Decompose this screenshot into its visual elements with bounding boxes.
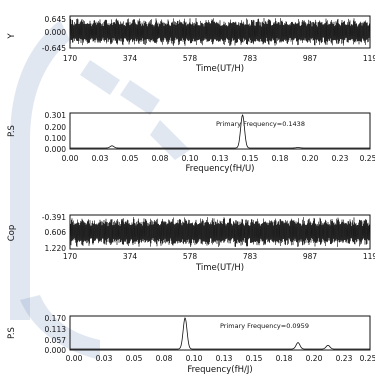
x-tick-label: 0.15 xyxy=(242,154,259,163)
series-line-1 xyxy=(69,18,371,46)
x-tick-label: 578 xyxy=(183,252,198,261)
y-tick-label: 1.220 xyxy=(45,244,67,253)
x-tick-label: 0.25 xyxy=(360,154,375,163)
x-tick-label: 374 xyxy=(123,252,138,261)
panel-power-spectrum-1: 0.301 0.200 0.100 0.000 P.S Primary Freq… xyxy=(7,111,375,174)
x-tick-label: 0.05 xyxy=(126,354,143,363)
spectrum-line-2 xyxy=(70,317,370,350)
x-tick-label: 987 xyxy=(303,54,318,63)
x-tick-label: 0.08 xyxy=(152,154,169,163)
spectrum-line-1 xyxy=(70,114,370,149)
x-axis-label: Frequency(fH/J) xyxy=(187,365,252,375)
x-tick-label: 0.13 xyxy=(212,154,229,163)
x-tick-label: 119 xyxy=(363,54,375,63)
x-tick-label: 0.20 xyxy=(302,154,319,163)
y-tick-label: 0.645 xyxy=(45,15,67,24)
primary-frequency-annotation: Primary Frequency=0.0959 xyxy=(220,322,309,330)
x-tick-label: 0.05 xyxy=(122,154,139,163)
x-tick-label: 0.13 xyxy=(216,354,233,363)
y-tick-label: 0.000 xyxy=(45,346,67,355)
x-tick-label: 578 xyxy=(183,54,198,63)
x-tick-label: 0.18 xyxy=(276,354,293,363)
panel-time-series-1: 0.645 0.000 -0.645 Y 170 374 578 783 987… xyxy=(7,15,375,74)
y-tick-label: 0.100 xyxy=(45,134,67,143)
x-tick-label: 987 xyxy=(303,252,318,261)
y-tick-label: 0.000 xyxy=(45,28,67,37)
y-tick-label: 0.606 xyxy=(45,228,67,237)
x-axis-ticks-3: 170 374 578 783 987 119 xyxy=(63,252,375,261)
x-tick-label: 170 xyxy=(63,54,78,63)
x-tick-label: 0.00 xyxy=(62,154,79,163)
x-tick-label: 0.03 xyxy=(92,154,109,163)
y-axis-label: P.S xyxy=(7,327,17,339)
panel-time-series-2: -0.391 0.606 1.220 Cop 170 374 578 783 9… xyxy=(7,213,375,273)
y-tick-label: 0.057 xyxy=(45,336,67,345)
plot-frame-2 xyxy=(69,112,371,150)
x-tick-label: 783 xyxy=(243,54,258,63)
x-tick-label: 0.25 xyxy=(360,354,375,363)
plot-frame-4 xyxy=(69,315,371,351)
x-axis-ticks-2: 0.00 0.03 0.05 0.08 0.10 0.13 0.15 0.18 … xyxy=(62,154,375,163)
x-tick-label: 783 xyxy=(243,252,258,261)
y-tick-label: 0.200 xyxy=(45,123,67,132)
x-tick-label: 0.20 xyxy=(306,354,323,363)
x-tick-label: 0.18 xyxy=(272,154,289,163)
y-tick-label: 0.170 xyxy=(45,314,67,323)
y-tick-label: -0.645 xyxy=(42,44,66,53)
y-tick-label: 0.113 xyxy=(45,325,67,334)
x-axis-ticks-1: 170 374 578 783 987 119 xyxy=(63,54,375,63)
x-tick-label: 170 xyxy=(63,252,78,261)
x-tick-label: 0.15 xyxy=(246,354,263,363)
x-axis-label: Frequency(fH/U) xyxy=(185,164,254,174)
plot-frame-1 xyxy=(69,15,371,49)
x-tick-label: 0.23 xyxy=(332,154,349,163)
y-tick-label: 0.000 xyxy=(45,145,67,154)
x-axis-ticks-4: 0.00 0.03 0.05 0.08 0.10 0.13 0.15 0.18 … xyxy=(66,354,375,363)
y-axis-label: Y xyxy=(7,33,17,40)
x-tick-label: 119 xyxy=(363,252,375,261)
x-tick-label: 0.03 xyxy=(96,354,113,363)
x-tick-label: 0.10 xyxy=(186,354,203,363)
y-tick-label: -0.391 xyxy=(42,213,66,222)
x-tick-label: 0.23 xyxy=(336,354,353,363)
y-axis-label: Cop xyxy=(7,225,17,242)
x-axis-label: Time(UT/H) xyxy=(195,64,244,74)
panel-power-spectrum-2: 0.170 0.113 0.057 0.000 P.S Primary Freq… xyxy=(7,314,375,375)
y-tick-label: 0.301 xyxy=(45,111,67,120)
x-tick-label: 0.08 xyxy=(156,354,173,363)
x-tick-label: 0.10 xyxy=(182,154,199,163)
plot-frame-3 xyxy=(69,214,371,250)
watermark-seal-icon xyxy=(10,20,190,360)
x-axis-label: Time(UT/H) xyxy=(195,263,244,273)
y-axis-label: P.S xyxy=(7,125,17,137)
x-tick-label: 374 xyxy=(123,54,138,63)
x-tick-label: 0.00 xyxy=(66,354,83,363)
primary-frequency-annotation: Primary Frequency=0.1438 xyxy=(216,120,305,128)
series-line-2 xyxy=(69,217,371,247)
